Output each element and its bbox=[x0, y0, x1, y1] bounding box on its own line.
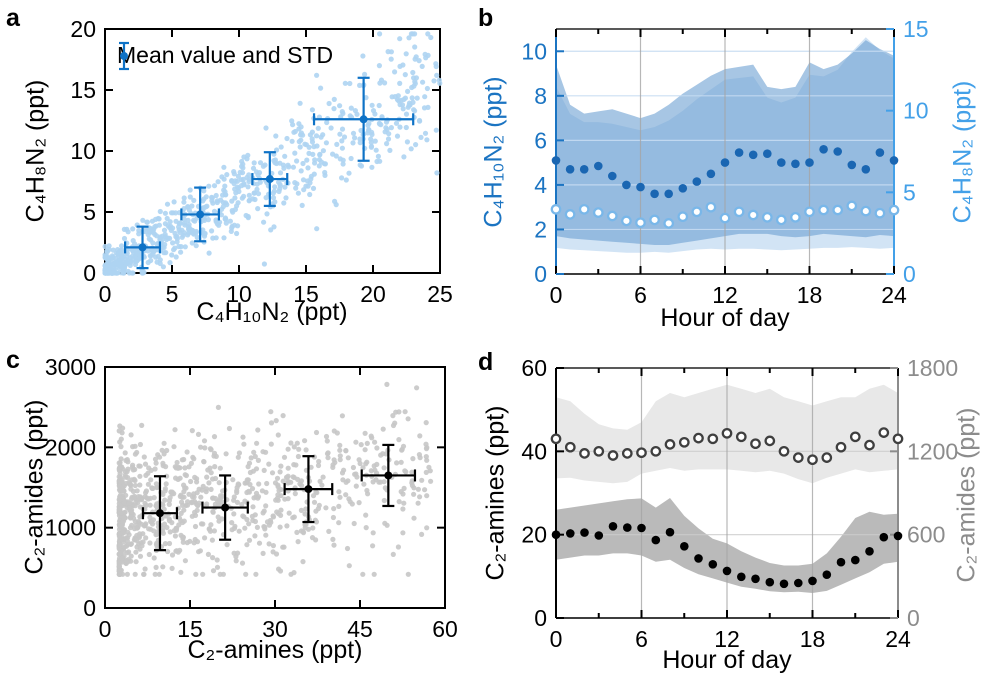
b-series-filled bbox=[551, 145, 899, 199]
c-axes-box: 0 15 30 45 60 0 1000 2000 3000 bbox=[45, 354, 458, 642]
svg-text:6: 6 bbox=[635, 626, 648, 652]
svg-text:0: 0 bbox=[534, 261, 547, 287]
svg-text:1800: 1800 bbox=[907, 355, 958, 381]
svg-text:3000: 3000 bbox=[45, 354, 96, 380]
d-left-y-axis-label: C₂-amines (ppt) bbox=[481, 405, 510, 581]
panel-letter-a: a bbox=[6, 4, 20, 32]
errorbar-legend-icon bbox=[119, 41, 129, 70]
panel-letter-d: d bbox=[478, 348, 494, 376]
svg-text:5: 5 bbox=[166, 281, 179, 307]
svg-text:2000: 2000 bbox=[45, 434, 96, 460]
d-series-filled bbox=[551, 522, 903, 589]
svg-text:40: 40 bbox=[521, 438, 547, 464]
svg-text:10: 10 bbox=[70, 138, 96, 164]
svg-text:4: 4 bbox=[534, 172, 547, 198]
svg-text:45: 45 bbox=[347, 616, 373, 642]
svg-text:24: 24 bbox=[885, 626, 911, 652]
svg-text:12: 12 bbox=[712, 282, 738, 308]
svg-text:20: 20 bbox=[521, 522, 547, 548]
svg-text:10: 10 bbox=[226, 281, 252, 307]
svg-text:60: 60 bbox=[521, 355, 547, 381]
svg-text:0: 0 bbox=[550, 282, 563, 308]
a-scatter-cloud bbox=[102, 31, 443, 276]
svg-text:6: 6 bbox=[634, 282, 647, 308]
b-right-y-axis-label: C₄H₈N₂ (ppt) bbox=[948, 80, 977, 224]
b-gridlines bbox=[556, 29, 894, 274]
svg-text:0: 0 bbox=[550, 626, 563, 652]
svg-text:1000: 1000 bbox=[45, 515, 96, 541]
svg-text:0: 0 bbox=[99, 281, 112, 307]
c-y-axis-label: C₂-amides (ppt) bbox=[20, 399, 49, 575]
d-right-y-axis-label: C₂-amides (ppt) bbox=[952, 407, 981, 583]
svg-text:1200: 1200 bbox=[907, 438, 958, 464]
a-axes-box: 0 5 10 15 20 25 0 5 10 15 20 bbox=[70, 16, 452, 307]
d-series-open bbox=[550, 427, 904, 466]
svg-text:12: 12 bbox=[714, 626, 740, 652]
c-mean-errorbars bbox=[141, 443, 417, 552]
svg-text:0: 0 bbox=[907, 605, 920, 631]
svg-text:8: 8 bbox=[534, 83, 547, 109]
svg-text:0: 0 bbox=[83, 595, 96, 621]
svg-text:10: 10 bbox=[903, 98, 929, 124]
panel-c-plot: 0 15 30 45 60 0 1000 2000 3000 bbox=[45, 354, 458, 642]
b-left-y-axis-label: C₄H₁₀N₂ (ppt) bbox=[479, 76, 508, 228]
svg-text:0: 0 bbox=[534, 605, 547, 631]
c-x-axis-label: C₂-amines (ppt) bbox=[187, 636, 363, 664]
a-x-axis-label: C₄H₁₀N₂ (ppt) bbox=[196, 298, 348, 326]
svg-text:60: 60 bbox=[432, 616, 458, 642]
svg-text:600: 600 bbox=[907, 522, 945, 548]
svg-text:0: 0 bbox=[99, 616, 112, 642]
a-mean-errorbars bbox=[123, 76, 415, 270]
d-x-axis-label: Hour of day bbox=[662, 646, 792, 674]
svg-text:25: 25 bbox=[427, 281, 453, 307]
a-legend: Mean value and STD bbox=[117, 41, 334, 70]
b-series-open bbox=[550, 200, 900, 229]
svg-text:18: 18 bbox=[797, 282, 823, 308]
svg-text:15: 15 bbox=[177, 616, 203, 642]
panel-a-plot: 0 5 10 15 20 25 0 5 10 15 20 bbox=[70, 16, 452, 307]
svg-text:0: 0 bbox=[903, 261, 916, 287]
svg-text:15: 15 bbox=[293, 281, 319, 307]
svg-text:6: 6 bbox=[534, 127, 547, 153]
b-x-axis-label: Hour of day bbox=[660, 304, 790, 332]
svg-text:18: 18 bbox=[800, 626, 826, 652]
a-y-axis-label: C₄H₈N₂ (ppt) bbox=[21, 79, 50, 223]
panel-letter-c: c bbox=[6, 346, 20, 374]
a-legend-label: Mean value and STD bbox=[117, 42, 334, 68]
panel-letter-b: b bbox=[478, 4, 494, 32]
svg-text:20: 20 bbox=[70, 16, 96, 42]
svg-text:5: 5 bbox=[83, 199, 96, 225]
svg-text:0: 0 bbox=[83, 260, 96, 286]
svg-text:15: 15 bbox=[70, 77, 96, 103]
c-scatter-cloud bbox=[116, 381, 434, 577]
svg-text:15: 15 bbox=[903, 16, 929, 42]
svg-text:20: 20 bbox=[360, 281, 386, 307]
svg-text:5: 5 bbox=[903, 179, 916, 205]
svg-text:30: 30 bbox=[262, 616, 288, 642]
svg-text:24: 24 bbox=[881, 282, 907, 308]
svg-text:10: 10 bbox=[521, 38, 547, 64]
svg-text:2: 2 bbox=[534, 216, 547, 242]
